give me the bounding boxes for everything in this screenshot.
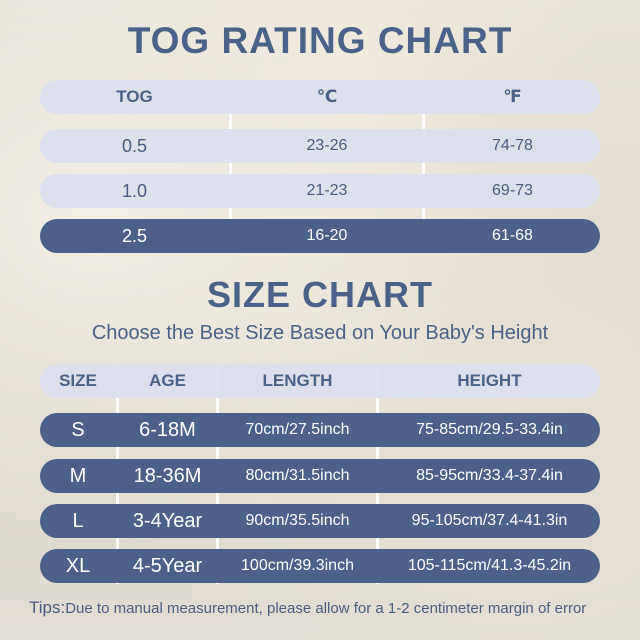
fahrenheit-value: 69-73: [492, 182, 533, 199]
size-row: S 6-18M 70cm/27.5inch 75-85cm/29.5-33.4i…: [40, 413, 600, 447]
age-value: 3-4Year: [132, 510, 203, 532]
tog-row-highlighted: 2.5 16-20 61-68: [40, 219, 600, 253]
tog-header-celsius: ℃: [316, 87, 338, 106]
height-value: 75-85cm/29.5-33.4in: [416, 421, 563, 438]
age-value: 18-36M: [133, 465, 202, 487]
size-header-row: SIZE AGE LENGTH HEIGHT: [40, 364, 600, 398]
row-background: [40, 413, 600, 447]
age-value: 4-5Year: [132, 555, 203, 577]
row-background: [40, 364, 600, 398]
tog-header-fahrenheit: ℉: [503, 87, 522, 106]
length-value: 80cm/31.5inch: [245, 467, 350, 484]
size-chart-subtitle: Choose the Best Size Based on Your Baby'…: [91, 322, 549, 344]
row-background: [40, 459, 600, 493]
tog-row: 1.0 21-23 69-73: [40, 174, 600, 208]
row-background: [40, 129, 600, 163]
tog-value: 1.0: [121, 181, 148, 201]
celsius-value: 23-26: [306, 137, 348, 154]
size-header-age: AGE: [149, 371, 186, 390]
row-background: [40, 174, 600, 208]
size-value: M: [69, 465, 87, 487]
tips-text: Due to manual measurement, please allow …: [65, 600, 587, 617]
size-row: L 3-4Year 90cm/35.5inch 95-105cm/37.4-41…: [40, 504, 600, 538]
size-header-length: LENGTH: [262, 371, 333, 390]
tips-label: Tips:: [29, 598, 66, 617]
tog-row: 0.5 23-26 74-78: [40, 129, 600, 163]
height-value: 95-105cm/37.4-41.3in: [411, 512, 568, 529]
length-value: 70cm/27.5inch: [245, 421, 350, 438]
age-value: 6-18M: [139, 419, 196, 441]
size-header-size: SIZE: [59, 371, 97, 390]
tog-header-tog: TOG: [116, 87, 153, 106]
celsius-value: 21-23: [306, 182, 348, 199]
row-background: [40, 549, 600, 583]
size-row: XL 4-5Year 100cm/39.3inch 105-115cm/41.3…: [40, 549, 600, 583]
tog-chart-title: TOG RATING CHART: [127, 20, 513, 61]
tog-column-divider: [422, 80, 425, 253]
tips-note: Tips:Due to manual measurement, please a…: [29, 598, 586, 618]
length-value: 90cm/35.5inch: [245, 512, 350, 529]
size-value: XL: [65, 555, 91, 577]
fahrenheit-value: 74-78: [492, 137, 533, 154]
tog-value: 2.5: [121, 226, 148, 246]
row-background: [40, 80, 600, 114]
length-value: 100cm/39.3inch: [241, 557, 354, 574]
height-value: 85-95cm/33.4-37.4in: [416, 467, 563, 484]
size-value: L: [72, 510, 84, 532]
height-value: 105-115cm/41.3-45.2in: [407, 557, 572, 574]
size-value: S: [71, 419, 85, 441]
row-background: [40, 219, 600, 253]
size-header-height: HEIGHT: [457, 371, 522, 390]
celsius-value: 16-20: [306, 227, 348, 244]
tog-value: 0.5: [121, 136, 148, 156]
fahrenheit-value: 61-68: [492, 227, 533, 244]
tog-column-divider: [229, 80, 232, 253]
size-chart-title: SIZE CHART: [207, 274, 433, 315]
row-background: [40, 504, 600, 538]
tog-header-row: TOG ℃ ℉: [40, 80, 600, 114]
size-row: M 18-36M 80cm/31.5inch 85-95cm/33.4-37.4…: [40, 459, 600, 493]
